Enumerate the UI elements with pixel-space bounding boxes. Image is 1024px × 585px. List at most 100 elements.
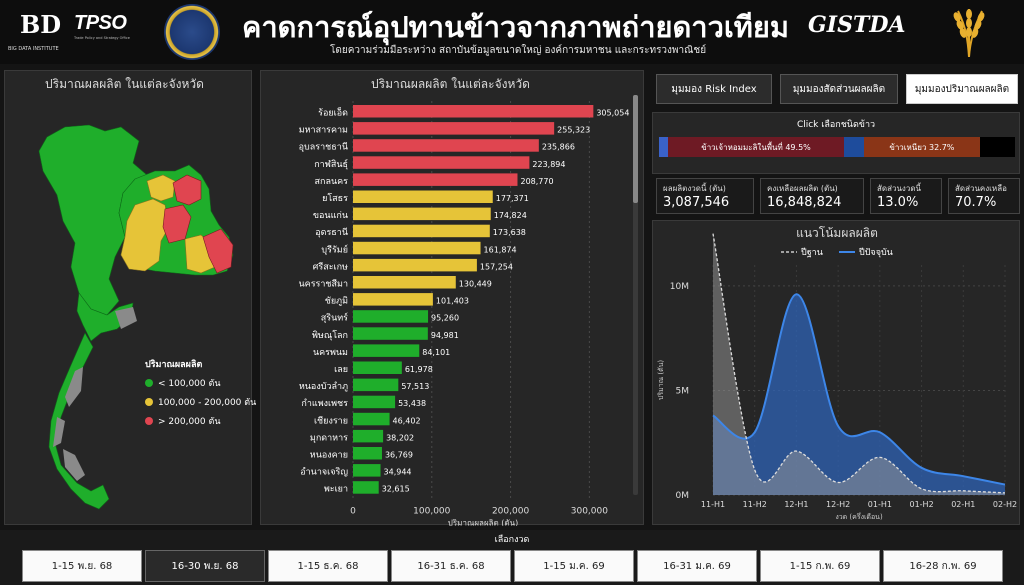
trend-base-line[interactable] [712,233,1006,494]
bar-mark[interactable] [353,344,420,357]
trend-y-tick-label: 5M [676,386,690,396]
bar-mark[interactable] [353,464,381,477]
rice-type-segment[interactable] [659,137,668,157]
bar-value-label: 95,260 [431,314,459,323]
rice-type-bar[interactable]: ข้าวเจ้าหอมมะลิในพื้นที่ 49.5% ข้าวเหนียว… [659,137,1015,157]
map-province-yellow [146,174,176,202]
bar-mark[interactable] [353,139,539,152]
period-button[interactable]: 16-31 ธ.ค. 68 [391,550,511,582]
rice-type-segment[interactable]: ข้าวเจ้าหอมมะลิในพื้นที่ 49.5% [667,137,845,157]
trend-base-area [713,233,1005,496]
bar-scrollbar-thumb[interactable] [633,95,638,203]
thailand-map[interactable] [5,71,253,526]
trend-x-tick-label: 02-H1 [951,500,975,509]
bar-value-label: 173,638 [493,228,526,237]
bar-mark[interactable] [353,412,390,426]
bar-category-label: อุดรธานี [315,227,348,238]
province-bar-chart-panel: ปริมาณผลผลิต ในแต่ละจังหวัด 0 100,000 200,… [260,70,645,526]
bar-category-label: สกลนคร [315,177,349,187]
map-legend-item-mid: 100,000 - 200,000 ตัน [145,395,256,409]
bar-mark[interactable] [353,327,428,340]
trend-y-tick-label: 0M [676,491,690,501]
bar-mark[interactable] [353,481,379,494]
bar-category-label: กำแพงเพชร [301,398,348,409]
bar-category-label: บุรีรัมย์ [321,243,348,255]
proportion-view-button[interactable]: มุมมองสัดส่วนผลผลิต [780,74,898,104]
page-subtitle: โดยความร่วมมือระหว่าง สถาบันข้อมูลขนาดให… [330,45,707,56]
bar-mark[interactable] [353,310,429,323]
map-panel-title: ปริมาณผลผลิต ในแต่ละจังหวัด [45,77,204,91]
map-region-gray [53,417,65,447]
bar-category-label: เลย [334,365,348,375]
rice-type-segment[interactable] [844,137,864,157]
bar-category-label: สุรินทร์ [321,312,348,324]
kpi-value: 3,087,546 [663,195,730,210]
gistda-logo: GISTDA [808,12,906,38]
map-province-red [202,228,234,274]
bar-category-label: ร้อยเอ็ด [318,106,348,119]
bar-mark[interactable] [353,395,396,409]
period-button[interactable]: 16-28 ก.พ. 69 [883,550,1003,582]
bar-mark[interactable] [353,258,477,272]
ministry-seal-icon [164,4,220,60]
trend-area-chart[interactable]: แนวโน้มผลผลิต ปีฐาน ปีปัจจุบัน 0M 5M 10M 11… [653,221,1021,526]
map-province-yellow [120,198,170,272]
bar-category-label: อุบลราชธานี [299,142,348,153]
rice-type-segment[interactable] [980,137,1015,157]
bar-mark[interactable] [353,207,491,221]
province-bar-chart[interactable]: 0 100,000 200,000 300,000 ปริมาณผลผลิต (ตัน)… [261,71,645,526]
period-button[interactable]: 1-15 พ.ย. 68 [22,550,142,582]
bar-mark[interactable] [353,293,433,306]
risk-index-view-button[interactable]: มุมมอง Risk Index [656,74,772,104]
trend-x-axis-label: งวด (ครึ่งเดือน) [835,512,883,521]
rice-type-segment[interactable]: ข้าวเหนียว 32.7% [863,137,981,157]
map-legend: ปริมาณผลผลิต < 100,000 ตัน 100,000 - 200… [145,357,256,433]
rice-grain-icon [953,9,985,58]
period-button[interactable]: 1-15 ม.ค. 69 [514,550,634,582]
bar-value-label: 157,254 [480,262,513,271]
bar-mark[interactable] [353,429,384,443]
bar-mark[interactable] [353,105,594,118]
bar-mark[interactable] [353,241,481,255]
trend-x-tick-label: 12-H1 [784,500,808,509]
map-legend-label: < 100,000 ตัน [158,379,221,389]
trend-current-line[interactable] [712,293,1006,486]
map-region-gray [65,367,83,407]
period-button[interactable]: 16-30 พ.ย. 68 [145,550,265,582]
tpso-logo-caption: Trade Policy and Strategy Office [74,36,130,40]
bar-mark[interactable] [353,173,518,186]
bar-value-label: 36,769 [385,451,413,460]
bar-mark[interactable] [353,122,555,135]
trend-x-tick-label: 02-H2 [993,500,1017,509]
map-legend-label: > 200,000 ตัน [158,417,221,427]
kpi-label: สัดส่วนงวดนี้ [877,184,921,193]
bar-value-label: 130,449 [459,280,492,289]
bar-value-label: 61,978 [405,365,433,374]
bar-mark[interactable] [353,190,493,204]
kpi-current-share: สัดส่วนงวดนี้ 13.0% [870,178,942,214]
bar-category-label: ขอนแก่น [313,211,348,221]
bdi-logo: BD BIG DATA INSTITUTE [8,8,64,54]
period-button[interactable]: 16-31 ม.ค. 69 [637,550,757,582]
bar-mark[interactable] [353,361,402,375]
period-button[interactable]: 1-15 ธ.ค. 68 [268,550,388,582]
kpi-remaining-output: คงเหลือผลผลิต (ตัน) 16,848,824 [760,178,864,214]
bar-value-label: 101,403 [436,297,469,306]
map-region-gray [63,449,85,481]
volume-view-button[interactable]: มุมมองปริมาณผลผลิต [906,74,1018,104]
bar-mark[interactable] [353,378,399,392]
tpso-logo-mark: TPSO [74,12,127,34]
bar-value-label: 32,615 [382,485,410,494]
bar-mark[interactable] [353,224,490,238]
bar-mark[interactable] [353,156,530,169]
period-selector: เลือกงวด 1-15 พ.ย. 68 16-30 พ.ย. 68 1-15 ธ… [0,530,1024,585]
kpi-value: 13.0% [877,195,919,210]
bar-value-label: 94,981 [431,331,459,340]
period-button[interactable]: 1-15 ก.พ. 69 [760,550,880,582]
bar-mark[interactable] [353,276,456,289]
bar-category-label: กาฬสินธุ์ [314,158,348,170]
bar-category-label: พิษณุโลก [312,330,348,341]
bar-mark[interactable] [353,447,382,460]
legend-dot-icon [145,398,153,406]
